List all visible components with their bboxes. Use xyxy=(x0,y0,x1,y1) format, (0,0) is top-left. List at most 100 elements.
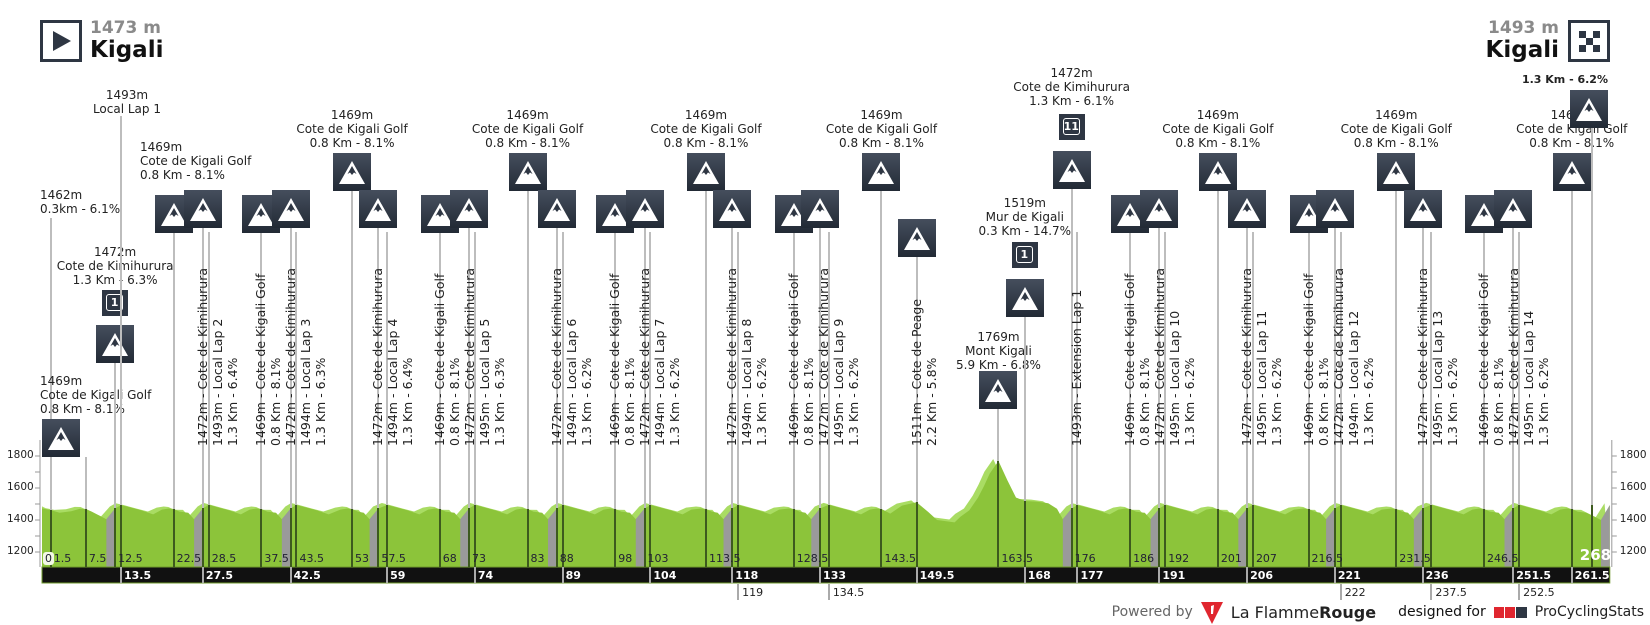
marker-line-inner xyxy=(207,504,210,567)
mountain-icon xyxy=(1494,190,1533,228)
pcs-logo-icon xyxy=(1493,606,1527,618)
climb-label-line: Cote de Kigali Golf xyxy=(471,122,584,136)
marker-line xyxy=(1216,191,1219,509)
marker-line-inner xyxy=(351,508,354,567)
marker-line xyxy=(1483,233,1486,509)
vertical-climb-label: 1469m - Cote de Kigali Golf xyxy=(1476,273,1492,446)
climb-label-line: Cote de Kimihurura xyxy=(1013,80,1130,94)
marker-line-inner xyxy=(1591,505,1593,567)
marker-line-inner xyxy=(704,508,707,567)
mountain-icon xyxy=(271,190,310,228)
km-bar-label: 261.5 xyxy=(1574,569,1610,582)
marker-line xyxy=(1339,232,1342,505)
mountain-icon xyxy=(96,325,135,363)
vertical-climb-label: 1.3 Km - 6.2% xyxy=(667,357,683,446)
marker-line xyxy=(1307,233,1310,509)
vertical-climb-label: 0.8 Km - 8.1% xyxy=(800,357,816,446)
vertical-climb-label: 1494m - Local Lap 3 xyxy=(298,318,314,446)
marker-line-inner xyxy=(1570,508,1573,567)
km-bar-label: 118 xyxy=(735,569,759,582)
marker-line-inner xyxy=(555,508,558,567)
marker-line xyxy=(1164,232,1167,505)
mountain-icon xyxy=(1570,90,1608,128)
vertical-climb-label: 1495m - Local Lap 13 xyxy=(1429,310,1445,446)
vertical-climb-label: 1472m - Cote de Kimihurura xyxy=(194,267,210,446)
marker-line-inner xyxy=(1512,508,1515,567)
km-label: 83 xyxy=(530,552,545,565)
vertical-climb-label: 1494m - Local Lap 4 xyxy=(385,318,401,446)
km-below-tick xyxy=(827,584,830,600)
marker-line-inner xyxy=(114,508,117,567)
marker-line-inner xyxy=(643,508,646,567)
marker-line xyxy=(1246,228,1249,509)
climb-label-line: 1469m xyxy=(1196,108,1239,122)
marker-line xyxy=(377,228,380,509)
marker-line-inner xyxy=(377,508,380,567)
climb-segment xyxy=(1238,508,1248,567)
climb-label-line: 1472m xyxy=(1050,66,1093,80)
badge-number: 11 xyxy=(1062,118,1080,135)
km-label: 246.5 xyxy=(1487,552,1519,565)
km-bar-label: 149.5 xyxy=(919,569,955,582)
marker-line-inner xyxy=(827,504,830,567)
vertical-climb-label: 1469m - Cote de Kigali Golf xyxy=(1300,273,1316,446)
marker-line-inner xyxy=(473,504,476,567)
climb-label-line: 1469m xyxy=(684,108,728,122)
marker-line-inner xyxy=(201,508,204,567)
km-bar-tick xyxy=(1512,567,1515,583)
vertical-climb-label: 1493m - Extension Lap 1 xyxy=(1069,289,1085,446)
km-label: 57.5 xyxy=(381,552,406,565)
powered-by-label: Powered by xyxy=(1111,604,1193,620)
brand-part-b: Rouge xyxy=(1319,602,1377,622)
climb-label-line: 1.3 Km - 6.3% xyxy=(72,273,158,287)
climb-label-line: 0.8 Km - 8.1% xyxy=(309,136,395,150)
vertical-climb-label: 1472m - Cote de Kimihurura xyxy=(1330,267,1346,446)
marker-line xyxy=(114,363,117,509)
km-label: 37.5 xyxy=(264,552,289,565)
mountain-icon xyxy=(1005,279,1044,317)
km-bar-label: 42.5 xyxy=(293,569,321,582)
km-bar-tick xyxy=(1570,567,1573,583)
marker-line xyxy=(1076,232,1079,506)
km-label: 143.5 xyxy=(884,552,916,565)
climb-label-line: Cote de Kigali Golf xyxy=(825,122,938,136)
marker-line-inner xyxy=(731,508,734,567)
y-tick-label: 1200 xyxy=(7,545,34,557)
km-below-label: 119 xyxy=(742,586,764,599)
marker-line xyxy=(84,457,87,509)
la-flamme-rouge-logo-icon xyxy=(1200,602,1223,624)
marker-line xyxy=(49,218,52,511)
mountain-icon xyxy=(333,153,372,191)
km-label: 192 xyxy=(1168,552,1190,565)
km-below-tick xyxy=(737,584,740,600)
marker-line-inner xyxy=(1395,508,1398,567)
climb-label-line: 1769m xyxy=(977,330,1020,344)
km-bar-label: 59 xyxy=(390,569,406,582)
climb-label-line: 0.8 Km - 8.1% xyxy=(839,136,924,150)
marker-line xyxy=(792,233,795,509)
marker-line-inner xyxy=(737,504,740,567)
km-bar-label: 104 xyxy=(653,569,677,582)
vertical-climb-label: 1469m - Cote de Kigali Golf xyxy=(607,273,623,446)
km-bar-tick xyxy=(1421,567,1424,583)
climb-label-line: 1469m xyxy=(140,140,183,154)
climb-label-line: 0.8 Km - 8.1% xyxy=(1353,136,1439,150)
climb-label-line: 1519m xyxy=(1003,196,1046,210)
marker-line-inner xyxy=(1421,508,1424,567)
vertical-climb-label: 1495m - Local Lap 10 xyxy=(1167,310,1183,446)
climb-segment xyxy=(1326,508,1335,567)
km-label: 176 xyxy=(1074,552,1096,565)
mountain-icon xyxy=(1552,153,1591,191)
km-bar-tick xyxy=(1333,567,1336,583)
footer: Powered by La FlammeRouge designed for P… xyxy=(1112,600,1644,624)
km-label: 7.5 xyxy=(88,552,107,565)
vertical-climb-label: 1.3 Km - 6.2% xyxy=(845,357,861,446)
vertical-climb-label: 1472m - Cote de Kimihurura xyxy=(548,267,564,446)
marker-line xyxy=(1570,191,1573,509)
climb-label-line: 0.8 Km - 8.1% xyxy=(663,136,749,150)
marker-line xyxy=(649,232,652,505)
climb-label-line: 1472m xyxy=(94,245,137,259)
climb-label-line: 1.3 Km - 6.2% xyxy=(1521,73,1608,86)
